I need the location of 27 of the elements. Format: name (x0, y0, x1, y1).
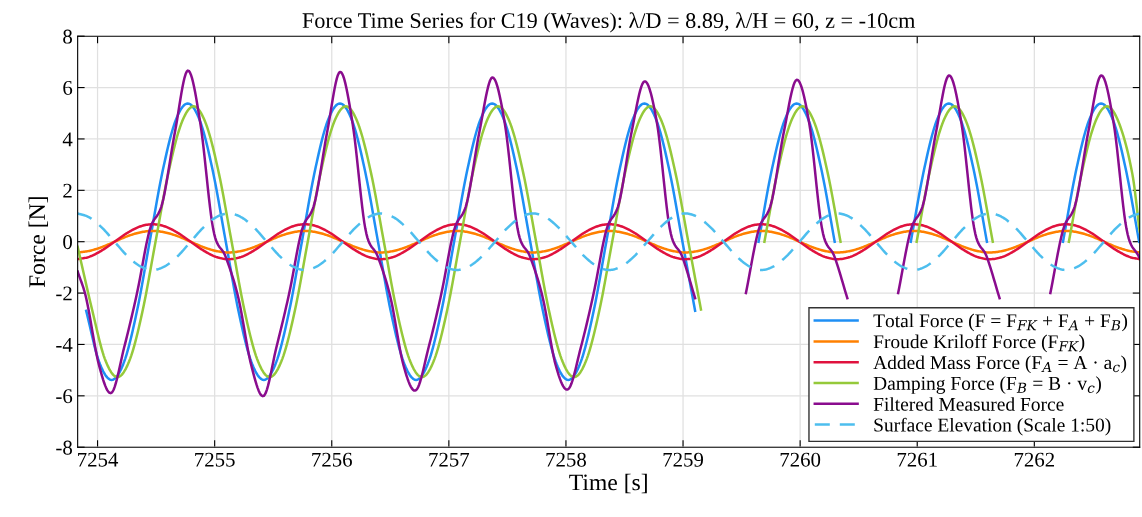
x-tick-label: 7260 (780, 452, 821, 467)
y-tick-label: 4 (62, 132, 73, 147)
legend-label: Froude Kriloff Force (F$_{FK}$) (873, 334, 1085, 353)
y-tick-label: 8 (63, 29, 72, 44)
x-tick-label: 7256 (312, 452, 352, 467)
y-tick-label: -2 (56, 286, 72, 301)
chart-title: Force Time Series for C19 (Waves): λ/D = 8.89, λ/H = 60, z = -10cm (302, 12, 916, 33)
y-tick-label: 2 (63, 183, 72, 198)
x-tick-label: 7255 (195, 452, 235, 467)
x-tick-label: 7257 (429, 452, 470, 467)
y-tick-label: -6 (56, 389, 73, 404)
y-tick-label: 0 (63, 235, 72, 250)
x-tick-label: 7259 (663, 452, 704, 467)
y-tick-label: -8 (56, 440, 72, 455)
y-axis-title: Force [N] (28, 197, 49, 288)
x-tick-label: 7258 (546, 452, 586, 467)
x-tick-label: 7254 (78, 452, 119, 467)
x-tick-label: 7261 (897, 452, 937, 467)
legend-label: Surface Elevation (Scale 1:50) (874, 417, 1111, 436)
legend-label: Damping Force (F$_{B}$ = B · v$_{c}$) (873, 376, 1101, 394)
x-tick-label: 7262 (1014, 452, 1055, 467)
y-tick-label: 6 (63, 81, 73, 95)
x-axis-title: Time [s] (569, 473, 647, 494)
y-tick-label: -4 (56, 337, 73, 352)
legend-label: Added Mass Force (F$_{A}$ = A · a$_{c}$) (873, 355, 1127, 374)
legend-label: Total Force (F = F$_{FK}$ + F$_{A}$ + F$_{B}$) (873, 313, 1128, 332)
legend-label: Filtered Measured Force (873, 397, 1064, 411)
